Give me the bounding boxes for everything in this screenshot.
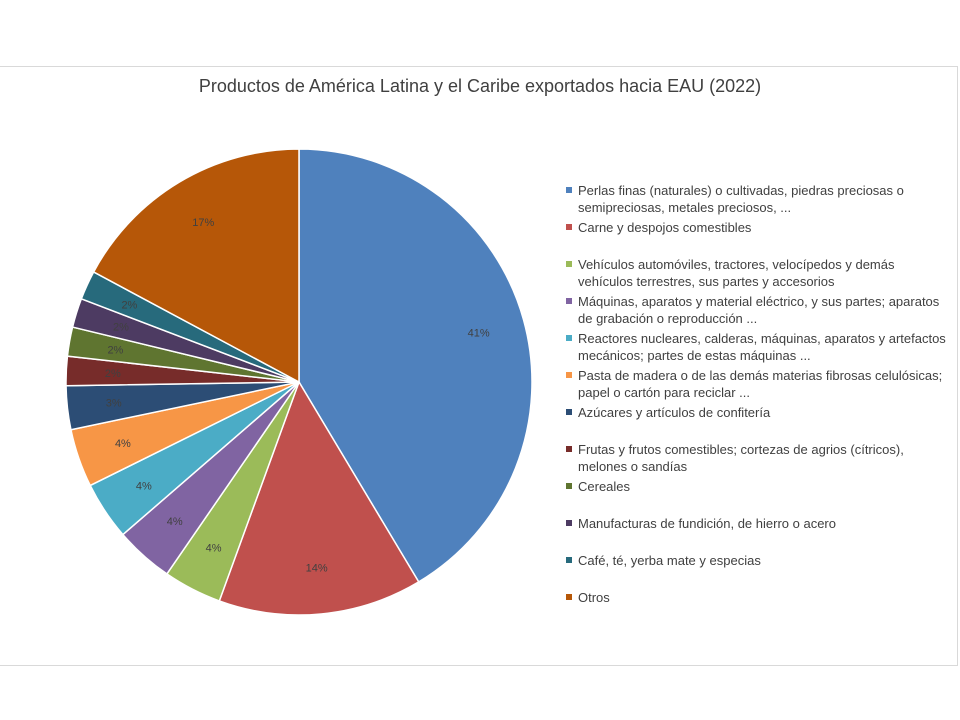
slice-data-label-11: 17% xyxy=(192,217,214,229)
slice-data-label-3: 4% xyxy=(167,516,183,528)
legend-item: Máquinas, aparatos y material eléctrico,… xyxy=(566,293,946,327)
legend-swatch xyxy=(566,372,572,378)
slice-data-label-7: 2% xyxy=(105,368,121,380)
legend-item: Azúcares y artículos de confitería xyxy=(566,404,946,421)
slice-data-label-2: 4% xyxy=(206,543,222,555)
legend-item: Manufacturas de fundición, de hierro o a… xyxy=(566,515,946,532)
slice-data-label-9: 2% xyxy=(113,322,129,334)
legend-swatch xyxy=(566,224,572,230)
legend-swatch xyxy=(566,409,572,415)
legend-swatch xyxy=(566,594,572,600)
legend-label: Frutas y frutos comestibles; cortezas de… xyxy=(578,442,904,474)
legend-item: Café, té, yerba mate y especias xyxy=(566,552,946,569)
slice-data-label-8: 2% xyxy=(107,345,123,357)
legend-item: Vehículos automóviles, tractores, velocí… xyxy=(566,256,946,290)
legend-swatch xyxy=(566,483,572,489)
legend-label: Pasta de madera o de las demás materias … xyxy=(578,368,943,400)
legend-item: Frutas y frutos comestibles; cortezas de… xyxy=(566,441,946,475)
legend-swatch xyxy=(566,520,572,526)
slice-data-label-4: 4% xyxy=(136,480,152,492)
pie-slice-1 xyxy=(218,380,420,616)
legend-label: Cereales xyxy=(578,479,631,494)
slice-data-label-5: 4% xyxy=(115,438,131,450)
legend-swatch xyxy=(566,335,572,341)
legend-swatch xyxy=(566,261,572,267)
legend-item: Cereales xyxy=(566,478,946,495)
legend-swatch xyxy=(566,446,572,452)
legend-item: Pasta de madera o de las demás materias … xyxy=(566,367,946,401)
slice-data-label-0: 41% xyxy=(468,327,490,339)
legend-label: Café, té, yerba mate y especias xyxy=(578,553,761,568)
legend-item: Carne y despojos comestibles xyxy=(566,219,946,236)
legend-item: Perlas finas (naturales) o cultivadas, p… xyxy=(566,182,946,216)
legend-label: Máquinas, aparatos y material eléctrico,… xyxy=(578,294,940,326)
chart-title: Productos de América Latina y el Caribe … xyxy=(198,76,762,96)
legend-label: Carne y despojos comestibles xyxy=(578,220,752,235)
legend-swatch xyxy=(566,557,572,563)
legend-swatch xyxy=(566,187,572,193)
legend-label: Reactores nucleares, calderas, máquinas,… xyxy=(578,331,946,363)
legend-label: Perlas finas (naturales) o cultivadas, p… xyxy=(578,183,904,215)
legend-item: Reactores nucleares, calderas, máquinas,… xyxy=(566,330,946,364)
slice-data-label-1: 14% xyxy=(306,563,328,575)
slice-data-label-10: 2% xyxy=(121,300,137,312)
legend-label: Manufacturas de fundición, de hierro o a… xyxy=(578,516,836,531)
legend-label: Otros xyxy=(578,590,610,605)
legend-label: Vehículos automóviles, tractores, velocí… xyxy=(578,257,895,289)
legend-label: Azúcares y artículos de confitería xyxy=(578,405,771,420)
legend-swatch xyxy=(566,298,572,304)
slice-data-label-6: 3% xyxy=(106,398,122,410)
legend-item: Otros xyxy=(566,589,946,606)
pie-slice-11 xyxy=(92,148,300,384)
pie-slice-0 xyxy=(298,148,533,583)
